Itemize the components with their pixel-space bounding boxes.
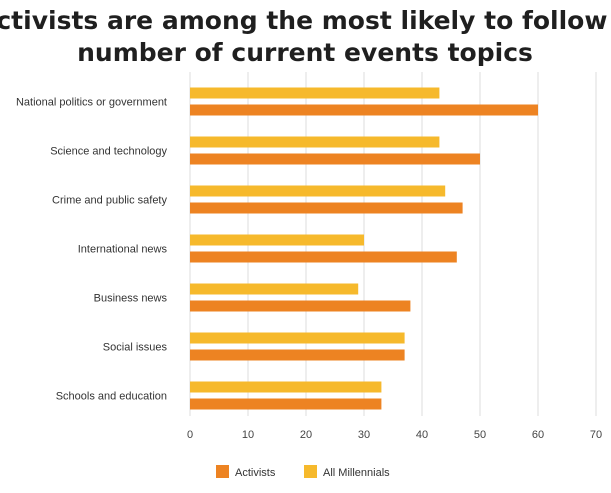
bar-all-millennials [190,381,382,393]
category-label: Crime and public safety [52,195,167,207]
category-label: Business news [94,293,168,305]
bar-activists [190,398,382,410]
bar-all-millennials [190,185,446,197]
x-tick-label: 60 [532,429,544,441]
bar-activists [190,153,480,165]
category-label: Science and technology [50,146,167,158]
x-axis-tick-labels: 0 10 20 30 40 50 60 70 [187,429,602,441]
x-tick-label: 30 [358,429,370,441]
bars [190,87,538,410]
bar-all-millennials [190,136,440,148]
bar-all-millennials [190,332,405,344]
legend-swatch-all-millennials [304,465,317,478]
chart-title-line-1: Activists are among the most likely to f… [0,6,611,35]
bar-activists [190,300,411,312]
legend-label-activists: Activists [235,467,276,479]
legend-label-all-millennials: All Millennials [323,467,390,479]
bar-activists [190,349,405,361]
bar-all-millennials [190,87,440,99]
category-labels: National politics or government Science a… [16,97,168,403]
category-label: Schools and education [56,391,167,403]
x-tick-label: 10 [242,429,254,441]
x-tick-label: 0 [187,429,193,441]
category-label: National politics or government [16,97,167,109]
bar-all-millennials [190,234,364,246]
bar-activists [190,104,538,116]
bar-activists [190,202,463,214]
x-tick-label: 50 [474,429,486,441]
x-tick-label: 70 [590,429,602,441]
chart-title: Activists are among the most likely to f… [0,6,611,67]
legend-swatch-activists [216,465,229,478]
legend: Activists All Millennials [216,465,390,479]
category-label: Social issues [103,342,168,354]
x-tick-label: 40 [416,429,428,441]
bar-activists [190,251,457,263]
chart-title-line-2: number of current events topics [77,38,533,67]
category-label: International news [78,244,168,256]
x-tick-label: 20 [300,429,312,441]
bar-all-millennials [190,283,359,295]
